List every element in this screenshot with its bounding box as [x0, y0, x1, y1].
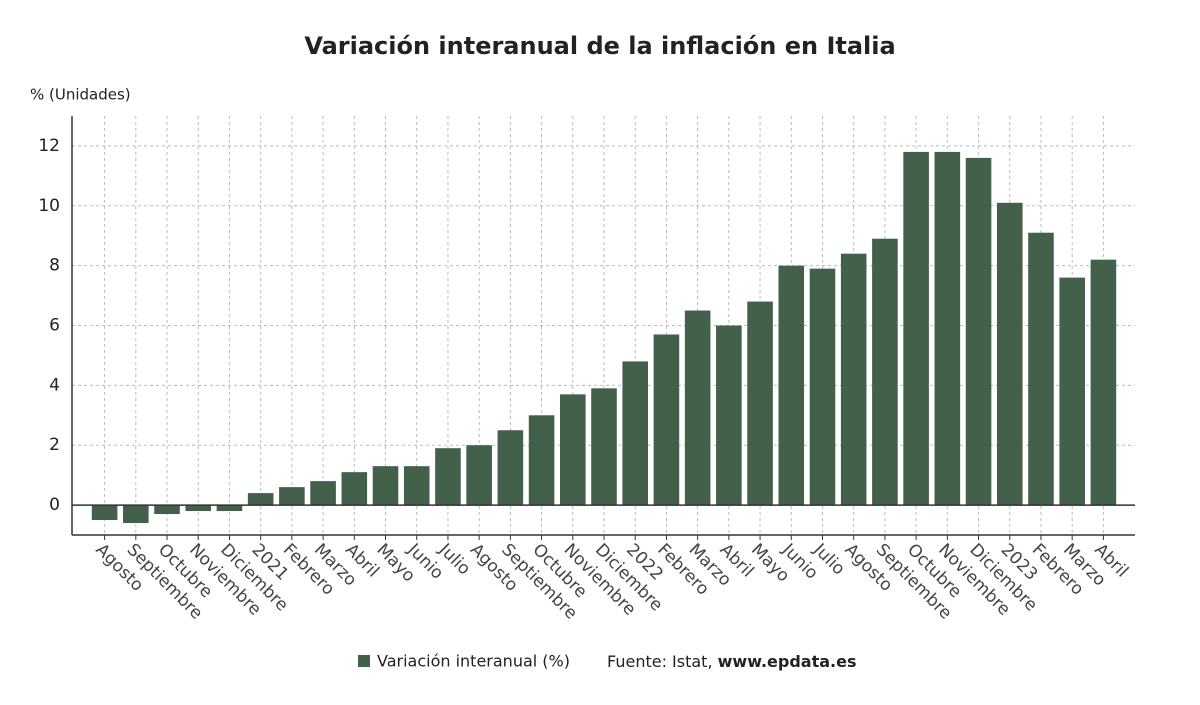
legend-swatch	[358, 655, 370, 667]
bar	[123, 505, 149, 524]
bar	[372, 466, 399, 506]
bar	[934, 151, 961, 506]
bar	[216, 505, 243, 512]
bar	[154, 505, 180, 515]
y-tick-label: 0	[49, 495, 60, 515]
bar	[747, 301, 773, 506]
bar	[279, 487, 305, 506]
bar	[435, 448, 461, 506]
bar	[528, 415, 555, 506]
source: Fuente: Istat, www.epdata.es	[607, 652, 857, 671]
source-text: Fuente: Istat,	[607, 652, 713, 671]
bar	[310, 481, 336, 506]
y-tick-label: 10	[38, 196, 60, 216]
bar	[903, 151, 929, 506]
source-link: www.epdata.es	[718, 652, 857, 671]
y-tick-label: 6	[49, 316, 60, 336]
bar	[403, 466, 430, 506]
bar	[1059, 277, 1085, 506]
bar	[622, 361, 649, 506]
bar	[778, 265, 805, 506]
bar	[247, 493, 274, 506]
y-tick-label: 2	[49, 435, 60, 455]
bar	[684, 310, 711, 506]
bar	[497, 430, 524, 506]
bar	[996, 202, 1023, 506]
bar	[872, 238, 898, 506]
bar	[1028, 232, 1054, 506]
bar	[341, 472, 368, 506]
bar	[716, 325, 742, 506]
bar	[591, 388, 617, 506]
chart-title: Variación interanual de la inflación en …	[304, 32, 895, 60]
y-tick-label: 12	[38, 136, 60, 156]
y-tick-label: 8	[49, 256, 60, 276]
bar	[809, 268, 836, 506]
bar	[91, 505, 118, 521]
legend-label: Variación interanual (%)	[377, 652, 570, 671]
bar	[1090, 259, 1117, 506]
bar	[185, 505, 212, 512]
bar	[466, 445, 492, 506]
y-tick-label: 4	[49, 375, 60, 395]
bar	[840, 253, 867, 506]
bar	[653, 334, 680, 506]
bar	[559, 394, 586, 506]
y-axis-label: % (Unidades)	[30, 86, 131, 104]
bar	[965, 157, 992, 506]
